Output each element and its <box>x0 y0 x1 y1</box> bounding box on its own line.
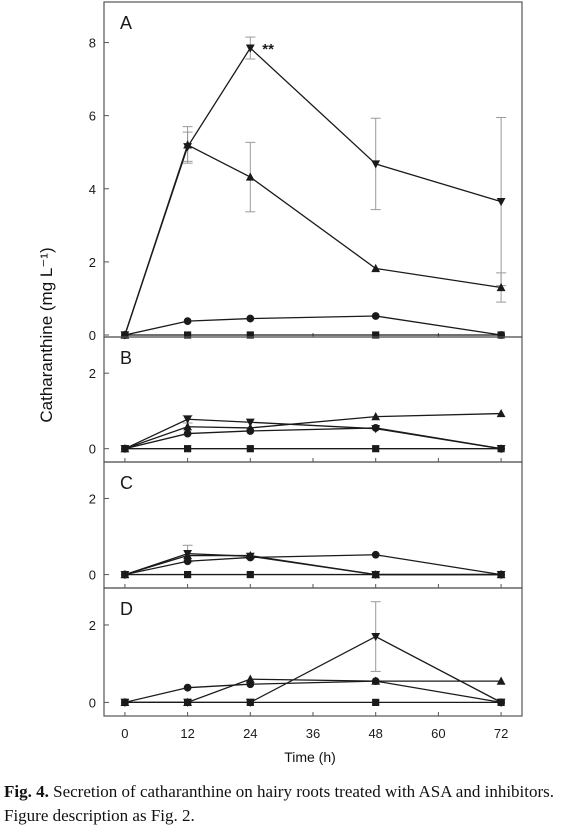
y-tick-label: 0 <box>89 442 96 457</box>
data-point-triangle-down <box>183 698 192 707</box>
data-point-triangle-up <box>183 422 192 431</box>
data-point-triangle-up <box>496 676 506 685</box>
data-point-triangle-down <box>183 143 192 152</box>
data-point-square <box>372 331 380 339</box>
panel-frame <box>103 461 523 589</box>
data-point-triangle-down <box>120 570 130 580</box>
series-line-triangle-up <box>124 143 502 336</box>
figure-caption-text: Secretion of catharanthine on hairy root… <box>4 782 555 825</box>
data-point-square <box>372 445 380 453</box>
y-tick-label: 2 <box>89 366 96 381</box>
data-point-triangle-down <box>496 570 506 580</box>
data-point-square <box>246 570 254 579</box>
data-point-square <box>184 570 192 579</box>
panel-label: A <box>120 13 132 33</box>
x-tick-label: 36 <box>306 726 320 741</box>
data-point-triangle-down <box>183 415 192 424</box>
y-axis-label: Catharanthine (mg L⁻¹) <box>37 247 56 422</box>
data-point-triangle-up <box>245 423 255 432</box>
data-point-circle <box>371 550 380 559</box>
y-tick-label: 0 <box>89 328 96 343</box>
data-point-triangle-down <box>371 160 381 169</box>
data-point-triangle-down <box>120 331 130 340</box>
y-tick-label: 0 <box>89 695 96 710</box>
panel-label: C <box>120 473 133 493</box>
panel-a: A 0 2 4 6 8 ** <box>89 1 523 343</box>
x-tick-label: 60 <box>431 726 445 741</box>
data-point-triangle-up <box>496 408 506 418</box>
series-line-triangle-down <box>124 418 502 450</box>
data-point-triangle-down <box>496 698 506 707</box>
data-point-square <box>246 445 254 453</box>
data-point-triangle-down <box>496 197 506 207</box>
y-tick-label: 2 <box>89 618 96 633</box>
data-point-square <box>184 445 192 453</box>
data-point-triangle-up <box>245 172 255 181</box>
data-point-triangle-up <box>496 282 506 292</box>
data-point-circle <box>371 312 380 320</box>
x-tick-label: 48 <box>368 726 382 741</box>
panel-label: B <box>120 348 132 368</box>
x-tick-label: 0 <box>121 726 128 741</box>
x-tick-label: 72 <box>494 726 508 741</box>
data-point-triangle-down <box>496 445 506 454</box>
y-tick-label: 4 <box>89 182 96 197</box>
data-point-triangle-down <box>120 698 130 707</box>
data-point-triangle-down <box>120 445 130 454</box>
panel-label: D <box>120 599 133 619</box>
data-point-triangle-down <box>371 425 381 434</box>
series-line-circle <box>124 427 502 450</box>
panel-c: C 0 2 <box>89 461 523 589</box>
series-line-triangle-down <box>124 47 502 336</box>
panel-b: B 0 2 <box>89 336 523 463</box>
panel-frame <box>103 1 523 338</box>
data-point-circle <box>183 683 192 692</box>
data-point-triangle-down <box>183 550 192 559</box>
data-point-triangle-down <box>245 552 255 561</box>
data-point-triangle-down <box>245 698 255 707</box>
data-point-triangle-down <box>371 632 381 642</box>
y-tick-label: 0 <box>89 568 96 583</box>
data-point-square <box>246 331 254 339</box>
data-point-triangle-up <box>371 411 381 421</box>
data-point-triangle-up <box>371 263 381 273</box>
x-tick-label: 12 <box>180 726 194 741</box>
figure-caption-label: Fig. 4. <box>4 782 49 801</box>
x-tick-label: 24 <box>243 726 257 741</box>
series-line-circle <box>124 315 502 336</box>
data-point-circle <box>246 314 255 323</box>
series-line-circle <box>124 680 502 704</box>
y-tick-label: 2 <box>89 491 96 506</box>
data-point-triangle-up <box>371 676 381 685</box>
panel-d: D 0 2 0 12 24 36 48 60 72 <box>89 587 523 741</box>
data-point-circle <box>497 331 505 339</box>
data-point-triangle-down <box>371 570 381 580</box>
y-tick-label: 6 <box>89 109 96 124</box>
data-point-circle <box>183 317 192 326</box>
panel-frame <box>103 587 523 717</box>
data-point-square <box>372 698 380 706</box>
figure-caption: Fig. 4. Secretion of catharanthine on ha… <box>4 780 570 828</box>
data-point-triangle-down <box>245 44 255 53</box>
y-tick-label: 2 <box>89 255 96 270</box>
y-tick-label: 8 <box>89 36 96 51</box>
series-line-triangle-up <box>124 412 502 450</box>
data-point-square <box>184 331 192 339</box>
data-point-triangle-up <box>245 674 255 683</box>
x-axis-label: Time (h) <box>284 749 336 765</box>
data-point-triangle-down <box>245 418 255 427</box>
data-point-circle <box>183 429 192 438</box>
panel-frame <box>103 336 523 463</box>
data-point-circle <box>183 557 192 566</box>
significance-annotation: ** <box>262 41 274 58</box>
